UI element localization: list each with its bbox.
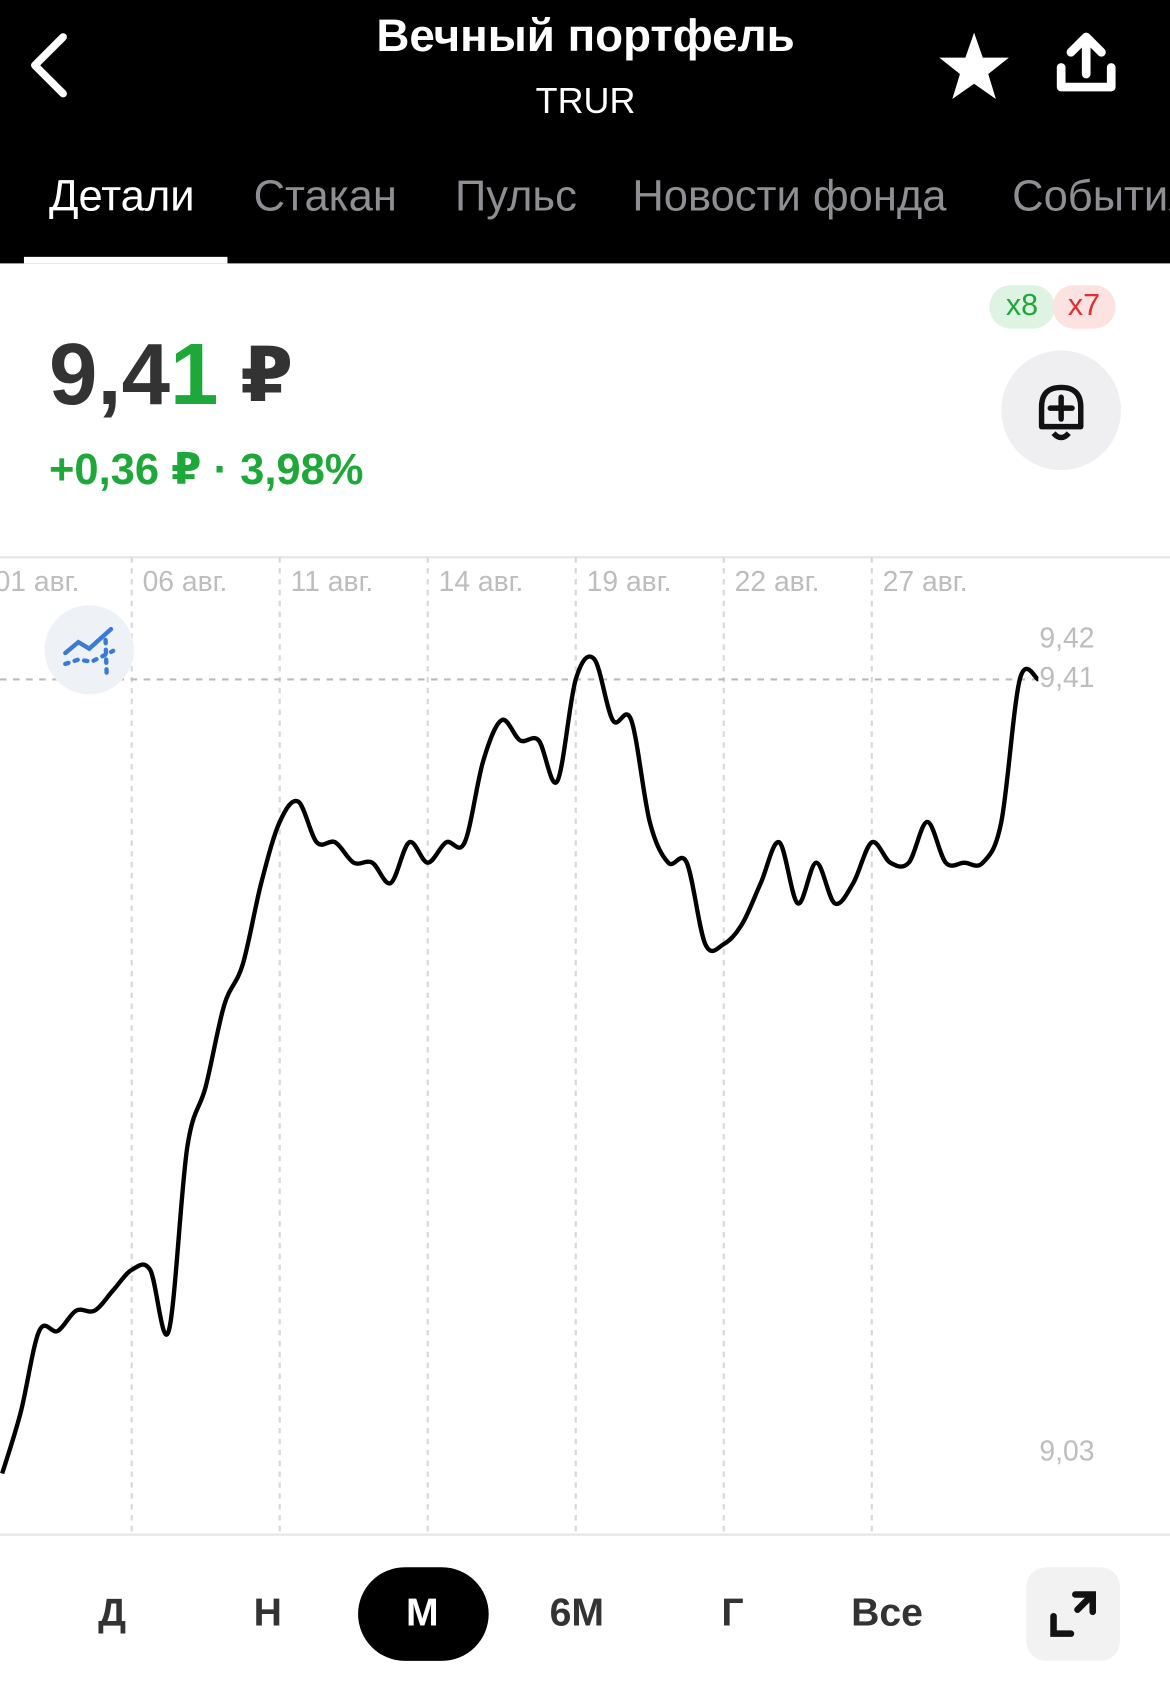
fullscreen-button[interactable]: [1026, 1567, 1120, 1661]
fullscreen-icon: [1050, 1591, 1096, 1637]
price: 9,41 ₽: [49, 326, 293, 423]
price-currency: ₽: [240, 333, 293, 418]
x-tick-label: 22 авг.: [735, 565, 820, 597]
period-selector: Д Н М 6М Г Все: [98, 1591, 923, 1634]
y-tick-label: 9,42: [1039, 622, 1094, 654]
price-change: +0,36 ₽ · 3,98%: [49, 446, 364, 494]
price-main: 9,4: [49, 326, 170, 423]
period-button[interactable]: Д: [98, 1591, 126, 1634]
back-button[interactable]: [31, 33, 67, 98]
tab[interactable]: Стакан: [254, 173, 397, 221]
title: Вечный портфель: [376, 10, 794, 61]
badge: x8: [1006, 288, 1038, 322]
alert-icon: [1038, 384, 1084, 441]
active-period-bg: [358, 1567, 489, 1661]
x-tick-label: 27 авг.: [883, 565, 968, 597]
x-tick-label: 06 авг.: [143, 565, 228, 597]
price-changed-digit: 1: [170, 326, 218, 423]
indicators-icon: [63, 626, 116, 677]
badge: x7: [1068, 288, 1100, 322]
x-tick-label: 11 авг.: [291, 565, 374, 597]
tab-bar: Детали Стакан Пульс Новости фонда События: [49, 173, 1170, 221]
tab[interactable]: События: [1012, 173, 1170, 221]
tab[interactable]: Пульс: [455, 173, 577, 221]
x-tick-label: 14 авг.: [439, 565, 524, 597]
badge-bg: [1052, 285, 1116, 329]
chart: 01 авг. 06 авг. 11 авг. 14 авг. 19 авг. 22 ав…: [0, 557, 1094, 1535]
period-button[interactable]: Все: [851, 1591, 923, 1634]
period-button[interactable]: 6М: [550, 1591, 604, 1634]
tab[interactable]: Детали: [49, 173, 195, 221]
period-button[interactable]: М: [406, 1591, 439, 1634]
badge-bg: [989, 285, 1055, 329]
favorite-button[interactable]: [939, 32, 1009, 100]
x-tick-label: 19 авг.: [587, 565, 672, 597]
x-tick-label: 01 авг.: [0, 565, 79, 597]
period-button[interactable]: Н: [254, 1591, 282, 1634]
period-button[interactable]: Г: [721, 1591, 743, 1634]
share-button[interactable]: [1056, 32, 1116, 92]
y-tick-label: 9,03: [1039, 1435, 1094, 1467]
price-line: [0, 654, 1040, 1475]
ticker: TRUR: [536, 80, 636, 121]
tab[interactable]: Новости фонда: [632, 173, 947, 221]
y-tick-label: 9,41: [1039, 661, 1094, 693]
active-tab-indicator: [23, 256, 228, 264]
